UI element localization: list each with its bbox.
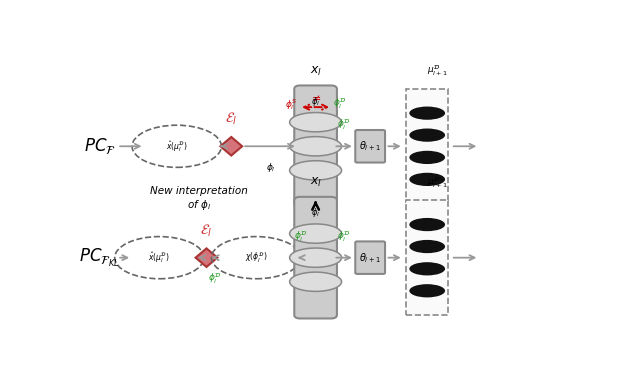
Text: $x_l$: $x_l$ [310,176,322,189]
Ellipse shape [410,106,445,120]
Ellipse shape [410,151,445,164]
Ellipse shape [410,284,445,298]
Ellipse shape [290,161,342,180]
Ellipse shape [290,248,342,267]
Text: $\phi_l$: $\phi_l$ [266,161,276,174]
Text: $\theta_{l+1}$: $\theta_{l+1}$ [359,139,381,153]
Ellipse shape [410,129,445,142]
Polygon shape [220,137,242,156]
Bar [406,201,448,315]
Ellipse shape [290,113,342,132]
Ellipse shape [410,240,445,253]
Text: $\phi_l^{\mathcal{D}}$: $\phi_l^{\mathcal{D}}$ [337,230,351,244]
Bar [406,89,448,203]
Text: New interpretation
of $\phi_l$: New interpretation of $\phi_l$ [150,186,248,212]
Text: $\phi_l^{\mathcal{D}}$: $\phi_l^{\mathcal{D}}$ [337,118,351,132]
Text: $\phi_l$: $\phi_l$ [311,206,320,219]
FancyBboxPatch shape [355,241,385,274]
Text: $PC_{\mathcal{F}}$: $PC_{\mathcal{F}}$ [84,136,116,156]
Text: $\phi_l^S$: $\phi_l^S$ [285,97,298,111]
Text: $\hat{x}(\mu_l^{\mathcal{D}})$: $\hat{x}(\mu_l^{\mathcal{D}})$ [148,250,170,265]
FancyBboxPatch shape [294,86,337,207]
Text: $\phi_l^{\mathcal{D}}$: $\phi_l^{\mathcal{D}}$ [294,230,307,244]
Text: $\mu_{l+1}^{\mathcal{D}}$: $\mu_{l+1}^{\mathcal{D}}$ [428,64,448,78]
FancyBboxPatch shape [294,197,337,319]
Text: $\hat{x}(\mu_l^{\mathcal{D}})$: $\hat{x}(\mu_l^{\mathcal{D}})$ [166,139,188,154]
Text: $\phi_l^{\mathcal{D}}$: $\phi_l^{\mathcal{D}}$ [207,272,221,286]
Ellipse shape [290,272,342,291]
Ellipse shape [290,224,342,243]
Text: $\chi(\phi_l^{\mathcal{D}})$: $\chi(\phi_l^{\mathcal{D}})$ [245,251,268,265]
Text: $\phi_l$: $\phi_l$ [311,95,320,108]
Text: $\theta_{l+1}$: $\theta_{l+1}$ [359,251,381,265]
Ellipse shape [410,262,445,275]
Text: $\neq$: $\neq$ [310,94,322,105]
Polygon shape [196,248,218,267]
Text: $PC_{\mathcal{F}_{KL}}$: $PC_{\mathcal{F}_{KL}}$ [79,247,120,269]
Text: $x_l$: $x_l$ [310,65,322,77]
Ellipse shape [410,173,445,186]
Text: $\mu_{l+1}^{\mathcal{D}}$: $\mu_{l+1}^{\mathcal{D}}$ [428,175,448,190]
Ellipse shape [410,218,445,231]
Ellipse shape [290,136,342,156]
Text: $\phi_l^{\mathcal{D}}$: $\phi_l^{\mathcal{D}}$ [333,97,347,111]
Text: $\mathcal{E}_l$: $\mathcal{E}_l$ [225,111,237,127]
Text: $\mathcal{E}_l$: $\mathcal{E}_l$ [200,222,212,239]
FancyBboxPatch shape [355,130,385,163]
